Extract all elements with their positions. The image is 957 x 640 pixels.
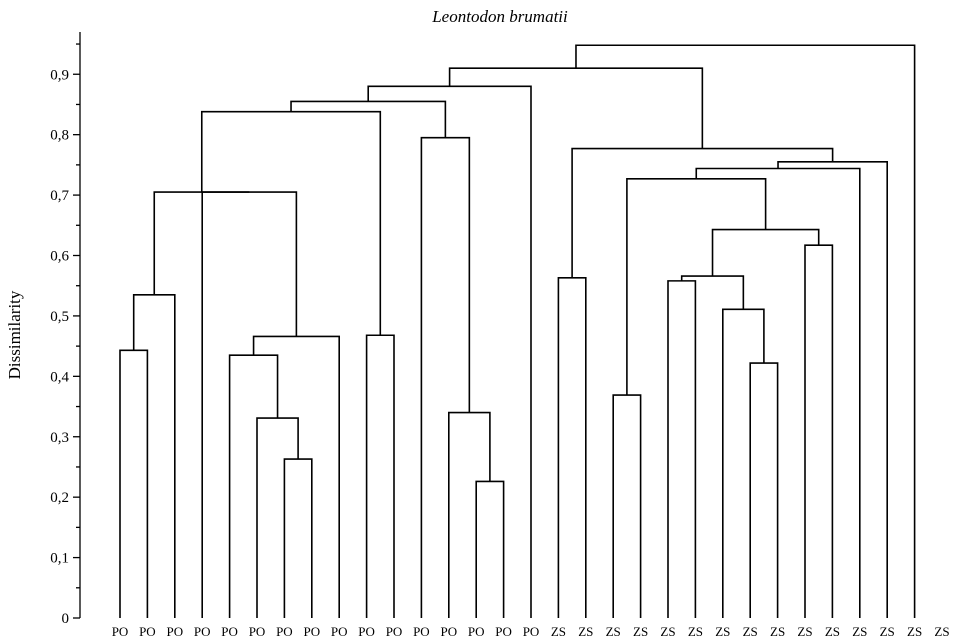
leaf-label: ZS [551,624,566,639]
y-tick-label: 0,3 [50,430,69,446]
dendrogram-link [256,417,299,618]
leaf-label: PO [523,624,540,639]
leaf-label: ZS [578,624,593,639]
dendrogram-link [119,349,149,618]
dendrogram-link [722,308,765,618]
dendrogram-link [612,394,642,618]
y-tick-label: 0,1 [50,551,69,567]
leaf-label: PO [276,624,293,639]
dendrogram-link [201,191,298,618]
dendrogram-link [575,44,916,618]
y-tick-label: 0,7 [50,188,69,204]
leaf-label: ZS [743,624,758,639]
y-tick-label: 0,5 [50,309,69,325]
dendrogram-link [475,480,505,618]
dendrogram-link [228,354,279,618]
dendrogram-link [200,110,382,336]
dendrogram-link [448,411,491,618]
dendrogram-link [283,458,313,618]
y-axis: 0 0,1 0,2 0,3 0,4 0,5 0,6 0,7 0,8 0,9 [50,32,81,627]
leaf-label: PO [112,624,129,639]
dendrogram-link [680,275,745,310]
leaf-label: ZS [633,624,648,639]
y-tick-label: 0,8 [50,128,69,144]
leaf-label: PO [413,624,430,639]
leaf-label: ZS [715,624,730,639]
leaf-label: PO [331,624,348,639]
leaf-label: ZS [797,624,812,639]
y-tick-label: 0 [62,611,70,627]
dendrogram-link [571,147,834,278]
dendrogram-link [448,67,704,149]
leaf-label: PO [495,624,512,639]
dendrogram-links [119,44,916,618]
leaf-label: ZS [825,624,840,639]
y-axis-label: Dissimilarity [5,290,24,379]
dendrogram-link [557,277,587,618]
dendrogram-link [290,100,447,138]
dendrogram-link [626,177,767,396]
leaf-label: PO [194,624,211,639]
y-tick-label: 0,9 [50,67,69,83]
leaf-label: PO [440,624,457,639]
dendrogram-link [804,244,834,618]
dendrogram-link [711,228,820,277]
y-tick-label: 0,2 [50,490,69,506]
y-tick-label: 0,4 [50,369,69,385]
y-tick-label: 0,6 [50,249,69,265]
leaf-label: PO [358,624,375,639]
leaf-label: ZS [852,624,867,639]
leaf-label: PO [139,624,156,639]
leaf-label: ZS [770,624,785,639]
leaf-label: PO [386,624,403,639]
leaf-label: PO [221,624,238,639]
leaf-label: ZS [606,624,621,639]
dendrogram-link [367,85,532,618]
leaf-label: ZS [880,624,895,639]
dendrogram-link [365,334,395,618]
dendrogram-link [749,362,779,618]
leaf-label: PO [468,624,485,639]
leaf-label: PO [249,624,266,639]
chart-title: Leontodon brumatii [431,7,568,26]
dendrogram-link [667,280,697,618]
leaf-label: ZS [907,624,922,639]
dendrogram-link [132,293,176,618]
leaf-label: ZS [934,624,949,639]
leaf-label: ZS [688,624,703,639]
dendrogram-link [420,136,471,618]
leaf-label: PO [303,624,320,639]
leaf-labels: PO PO PO PO PO PO PO PO PO PO PO PO PO PO PO PO ZS ZS ZS ZS… [112,624,950,639]
dendrogram-link [153,191,250,295]
dendrogram-link [252,335,340,618]
leaf-label: ZS [660,624,675,639]
leaf-label: PO [166,624,183,639]
